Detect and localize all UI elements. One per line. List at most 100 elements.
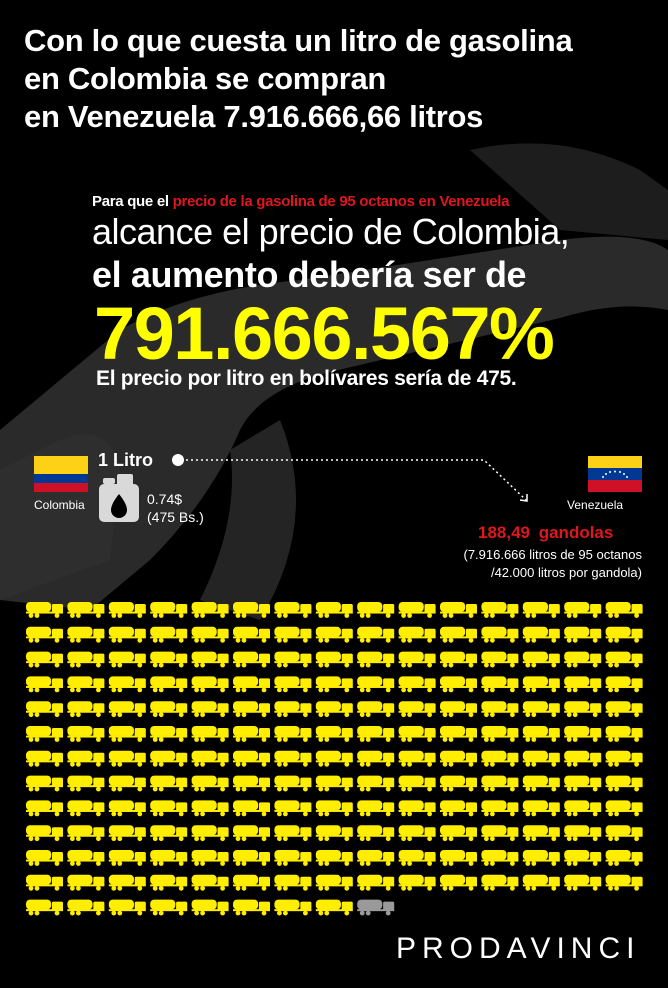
tanker-truck-icon [522,676,560,693]
tanker-truck-icon [522,651,560,668]
lead-prefix: Para que el [92,193,173,210]
tanker-truck-icon [357,676,395,693]
tanker-truck-icon [357,825,395,842]
tanker-truck-icon [274,825,312,842]
tanker-truck-icon [357,850,395,866]
tanker-truck-icon [440,874,477,891]
tanker-truck-icon [108,651,146,668]
tanker-truck-icon [398,800,436,817]
tanker-truck-icon [274,701,312,718]
tanker-truck-icon [398,602,436,618]
tanker-truck-icon [440,602,477,618]
tanker-truck-icon [522,626,560,643]
tanker-truck-icon [522,750,560,767]
liter-label: 1 Litro [98,450,154,470]
tanker-truck-icon [398,850,436,866]
tanker-truck-icon [564,602,602,618]
tanker-truck-icon [233,850,270,866]
tanker-truck-icon [191,602,229,618]
tanker-truck-icon [440,726,477,742]
price-bs: (475 Bs.) [147,509,204,525]
tanker-truck-icon [605,850,643,866]
tanker-truck-icon [481,874,519,891]
tanker-truck-icon [564,775,602,792]
tanker-truck-icon [150,874,188,891]
tanker-truck-icon [605,750,643,767]
tanker-truck-icon [67,750,105,767]
tanker-truck-icon [108,825,146,842]
tanker-truck-icon [440,651,477,668]
tanker-truck-icon [315,726,353,742]
price-usd: 0.74$ [147,491,183,507]
tanker-truck-icon [481,651,519,668]
tanker-truck-icon [108,899,146,916]
tanker-truck-icon [357,775,395,792]
tanker-truck-icon [108,602,146,618]
tanker-truck-icon [522,850,560,866]
tanker-truck-icon [315,800,353,817]
headline-line-2: alcance el precio de Colombia, [92,211,570,252]
tanker-truck-icon [605,701,643,718]
tanker-truck-icon [398,626,436,643]
tanker-truck-icon [191,899,229,916]
tanker-truck-icon [26,676,63,693]
tanker-truck-icon [108,676,146,693]
tanker-truck-icon [191,874,229,891]
tanker-truck-icon [191,676,229,693]
tanker-truck-icon [274,651,312,668]
tanker-truck-icon [398,825,436,842]
tanker-truck-icon [26,726,63,742]
gandolas-count: 188,49 gandolas [478,523,614,542]
tanker-truck-icon [108,850,146,866]
tanker-truck-icon [481,775,519,792]
venezuela-stars [602,470,628,478]
price-box: 0.74$ (475 Bs.) [147,490,204,526]
tanker-truck-icon [67,651,105,668]
tanker-truck-icon [150,701,188,718]
tanker-truck-icon [150,775,188,792]
tanker-truck-icon [315,899,353,916]
tanker-truck-icon [67,676,105,693]
tanker-truck-icon [67,874,105,891]
venezuela-flag [588,456,642,492]
tanker-truck-icon [274,676,312,693]
tanker-truck-icon [315,676,353,693]
tanker-truck-icon [191,825,229,842]
tanker-truck-icon [564,800,602,817]
title-line-2: en Colombia se compran [24,61,387,96]
tanker-truck-icon [233,676,270,693]
tanker-truck-icon [440,676,477,693]
tanker-truck-icon [26,602,63,618]
tanker-truck-icon [315,874,353,891]
tanker-truck-icon [605,800,643,817]
tanker-truck-icon [440,701,477,718]
tanker-truck-icon [564,626,602,643]
tanker-truck-icon [315,602,353,618]
tanker-truck-icon [440,626,477,643]
colombia-label: Colombia [34,498,85,512]
tanker-truck-icon [233,874,270,891]
lead-highlight: precio de la gasolina de 95 octanos en V… [172,193,510,210]
tanker-truck-icon [440,750,477,767]
tanker-truck-icon [398,874,436,891]
tanker-truck-icon [357,602,395,618]
tanker-truck-icon [274,874,312,891]
tanker-truck-icon [150,800,188,817]
tanker-truck-icon [274,850,312,866]
tanker-truck-icon [564,874,602,891]
tanker-truck-icon [481,676,519,693]
tanker-truck-icon [233,899,270,916]
tanker-truck-icon [564,726,602,742]
tanker-truck-icon [191,651,229,668]
tanker-truck-icon [150,899,188,916]
tanker-truck-icon [150,626,188,643]
tanker-truck-icon [26,626,63,643]
title-line-1: Con lo que cuesta un litro de gasolina [24,23,573,58]
tanker-truck-icon [357,626,395,643]
tanker-truck-icon [26,651,63,668]
tanker-truck-icon [564,850,602,866]
tanker-truck-icon [274,602,312,618]
tanker-truck-icon [357,750,395,767]
tanker-truck-icon [67,726,105,742]
